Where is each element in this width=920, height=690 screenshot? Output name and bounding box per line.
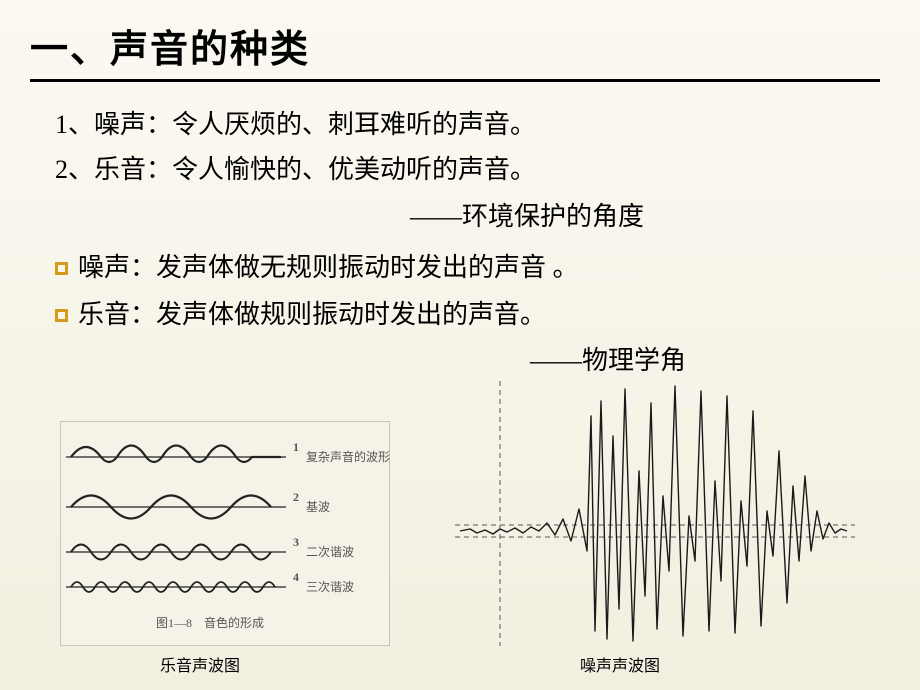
definition-noise-env: 1、噪声：令人厌烦的、刺耳难听的声音。 bbox=[55, 104, 870, 147]
page-title: 一、声音的种类 bbox=[30, 18, 890, 73]
svg-text:3: 3 bbox=[293, 535, 299, 549]
svg-text:三次谐波: 三次谐波 bbox=[306, 580, 354, 594]
svg-text:图1—8 音色的形成: 图1—8 音色的形成 bbox=[156, 615, 264, 630]
bullet-icon bbox=[55, 262, 68, 275]
svg-text:复杂声音的波形: 复杂声音的波形 bbox=[306, 449, 390, 464]
bullet-line-music: 乐音：发声体做规则振动时发出的声音。 bbox=[55, 294, 870, 337]
definition-noise-phys: 噪声：发声体做无规则振动时发出的声音 。 bbox=[78, 247, 579, 290]
svg-text:2: 2 bbox=[293, 490, 299, 504]
definition-music-phys: 乐音：发声体做规则振动时发出的声音。 bbox=[78, 294, 546, 337]
content-block: 1、噪声：令人厌烦的、刺耳难听的声音。 2、乐音：令人愉快的、优美动听的声音。 … bbox=[0, 90, 920, 383]
svg-text:二次谐波: 二次谐波 bbox=[306, 545, 354, 559]
definition-music-env: 2、乐音：令人愉快的、优美动听的声音。 bbox=[55, 149, 870, 192]
svg-text:1: 1 bbox=[293, 440, 299, 454]
svg-text:4: 4 bbox=[293, 570, 299, 584]
source-phys: ——物理学角 bbox=[55, 340, 870, 383]
noise-waveform-diagram bbox=[455, 381, 855, 646]
title-underline bbox=[30, 79, 880, 82]
caption-music: 乐音声波图 bbox=[160, 652, 240, 676]
bullet-line-noise: 噪声：发声体做无规则振动时发出的声音 。 bbox=[55, 247, 870, 290]
caption-noise: 噪声声波图 bbox=[580, 652, 660, 676]
source-env: ——环境保护的角度 bbox=[55, 196, 870, 239]
title-bar: 一、声音的种类 bbox=[0, 0, 920, 90]
music-waveform-diagram: 1 复杂声音的波形 2 基波 3 二次谐波 4 三次谐波图1—8 音色的形成 bbox=[60, 421, 390, 646]
svg-text:基波: 基波 bbox=[306, 500, 330, 514]
bullet-icon bbox=[55, 309, 68, 322]
diagrams-area: 1 复杂声音的波形 2 基波 3 二次谐波 4 三次谐波图1—8 音色的形成 乐音声波图 噪声… bbox=[0, 401, 920, 676]
